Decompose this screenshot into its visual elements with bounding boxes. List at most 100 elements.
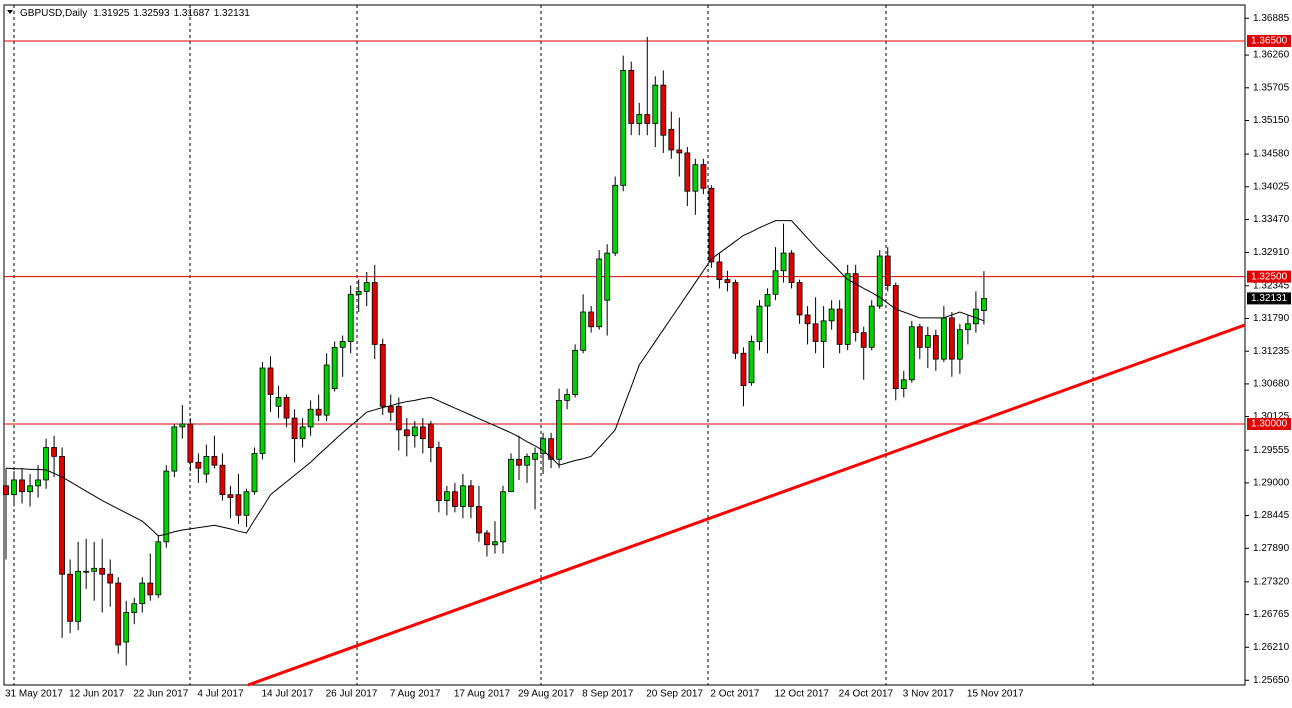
candle-body <box>540 438 546 454</box>
candle-body <box>780 252 787 272</box>
candle-body <box>524 455 530 466</box>
candle-body <box>884 255 891 286</box>
y-tick-label: 1.36260 <box>1253 50 1290 61</box>
candle-body <box>427 423 434 448</box>
candle-body <box>107 573 114 584</box>
candle-body <box>804 314 811 325</box>
candle-body <box>596 258 603 328</box>
candle-body <box>564 394 571 401</box>
y-tick-label: 1.35705 <box>1253 82 1290 93</box>
candle-body <box>123 612 130 643</box>
candle-body <box>532 453 538 460</box>
candle-body <box>251 453 258 493</box>
candle-body <box>435 447 442 501</box>
candle-body <box>748 341 755 384</box>
candle-body <box>796 282 803 316</box>
y-tick-label: 1.36885 <box>1253 13 1290 24</box>
candle-body <box>700 164 707 189</box>
candle-body <box>227 494 234 499</box>
candle-body <box>716 261 723 280</box>
candle-body <box>35 479 41 487</box>
level-label: 1.32500 <box>1251 271 1288 282</box>
candle-body <box>419 426 426 440</box>
candle-body <box>932 335 939 360</box>
candle-body <box>900 379 907 390</box>
candle-body <box>764 293 771 307</box>
candle-body <box>644 114 651 124</box>
y-tick-label: 1.32910 <box>1253 247 1290 258</box>
candle-body <box>948 317 955 360</box>
y-tick-label: 1.28445 <box>1253 510 1290 521</box>
header-high: 1.32593 <box>133 8 170 19</box>
candle-body <box>476 506 482 534</box>
candle-body <box>131 603 138 613</box>
candle-body <box>484 532 490 546</box>
level-label-box <box>1247 417 1291 430</box>
x-tick-label: 12 Jun 2017 <box>69 689 124 700</box>
candle-body <box>27 485 33 493</box>
y-tick-label: 1.29555 <box>1253 445 1290 456</box>
candle-body <box>836 308 843 345</box>
candle-body <box>347 293 354 342</box>
y-tick-label: 1.31790 <box>1253 313 1290 324</box>
chart-title: GBPUSD,Daily <box>20 8 87 19</box>
candle-body <box>668 128 675 151</box>
price-label: 1.32131 <box>1251 293 1288 304</box>
candle-body <box>99 567 106 575</box>
candle-body <box>331 346 338 390</box>
candle-body <box>387 405 394 413</box>
candle-body <box>604 252 611 301</box>
candle-body <box>323 364 330 416</box>
level-label-box <box>1247 34 1291 47</box>
candle-body <box>275 397 282 407</box>
candle-body <box>371 282 378 345</box>
candle-body <box>299 426 306 440</box>
candle-body <box>83 570 90 573</box>
y-tick-label: 1.32345 <box>1253 280 1290 291</box>
candle-body <box>788 252 795 283</box>
y-tick-label: 1.35150 <box>1253 115 1290 126</box>
candle-body <box>756 305 763 342</box>
candle-body <box>708 187 715 263</box>
x-tick-label: 22 Jun 2017 <box>133 689 188 700</box>
candle-body <box>451 491 458 507</box>
candle-body <box>964 323 971 331</box>
y-tick-label: 1.33470 <box>1253 214 1290 225</box>
trendline <box>247 323 1246 687</box>
candle-body <box>147 582 154 596</box>
candle-body <box>243 491 250 516</box>
candle-body <box>363 282 370 292</box>
candle-body <box>940 317 947 360</box>
y-tick-label: 1.27320 <box>1253 577 1290 588</box>
chart-header: GBPUSD,Daily 1.31925 1.32593 1.31687 1.32131 <box>20 8 250 19</box>
candle-body <box>812 323 819 342</box>
candle-body <box>211 455 218 466</box>
candle-body <box>620 70 627 186</box>
x-tick-label: 29 Aug 2017 <box>518 689 575 700</box>
candle-body <box>572 349 579 395</box>
candle-body <box>43 447 49 481</box>
candle-body <box>860 332 867 348</box>
candle-body <box>588 311 595 328</box>
x-tick-label: 15 Nov 2017 <box>967 689 1024 700</box>
y-tick-label: 1.26210 <box>1253 642 1290 653</box>
candle-body <box>339 341 346 348</box>
candle-body <box>115 582 122 646</box>
x-tick-label: 3 Nov 2017 <box>903 689 955 700</box>
level-label-box <box>1247 270 1291 283</box>
candle-body <box>379 344 386 407</box>
candle-body <box>892 285 899 390</box>
candle-body <box>924 335 931 348</box>
candle-body <box>548 438 554 460</box>
candle-body <box>443 491 450 501</box>
candle-body <box>411 426 418 437</box>
candle-body <box>163 470 170 543</box>
x-tick-label: 12 Oct 2017 <box>775 689 830 700</box>
candle-body <box>820 320 827 342</box>
price-label-box <box>1247 292 1291 305</box>
candle-body <box>91 567 98 572</box>
candle-body <box>636 114 643 124</box>
candle-body <box>155 541 162 596</box>
candle-body <box>19 479 25 493</box>
